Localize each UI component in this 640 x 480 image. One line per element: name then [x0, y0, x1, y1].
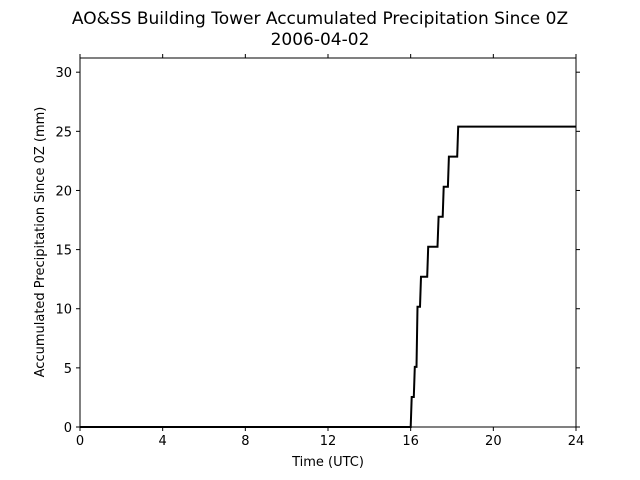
y-tick-label-20: 20 [55, 184, 72, 199]
y-tick-label-10: 10 [55, 303, 72, 318]
y-tick-label-30: 30 [55, 66, 72, 81]
x-tick-label-24: 24 [568, 434, 585, 449]
y-tick-label-5: 5 [64, 362, 72, 377]
plot-frame [79, 57, 577, 428]
y-axis-label: Accumulated Precipitation Since 0Z (mm) [33, 107, 48, 378]
series-line-0 [80, 125, 576, 428]
y-tick-label-15: 15 [55, 244, 72, 259]
x-tick-label-8: 8 [241, 434, 249, 449]
x-tick-label-0: 0 [76, 434, 84, 449]
y-tick-label-0: 0 [64, 421, 72, 436]
x-tick-label-12: 12 [320, 434, 337, 449]
chart-subtitle: 2006-04-02 [271, 30, 370, 50]
chart-title: AO&SS Building Tower Accumulated Precipi… [72, 9, 568, 29]
x-tick-label-16: 16 [402, 434, 419, 449]
y-tick-label-25: 25 [55, 125, 72, 140]
x-tick-label-4: 4 [159, 434, 167, 449]
plot-area: 0 4 8 12 16 20 24 0 5 10 15 20 25 30 [55, 54, 584, 449]
x-axis-label: Time (UTC) [291, 455, 364, 470]
x-tick-label-20: 20 [485, 434, 502, 449]
